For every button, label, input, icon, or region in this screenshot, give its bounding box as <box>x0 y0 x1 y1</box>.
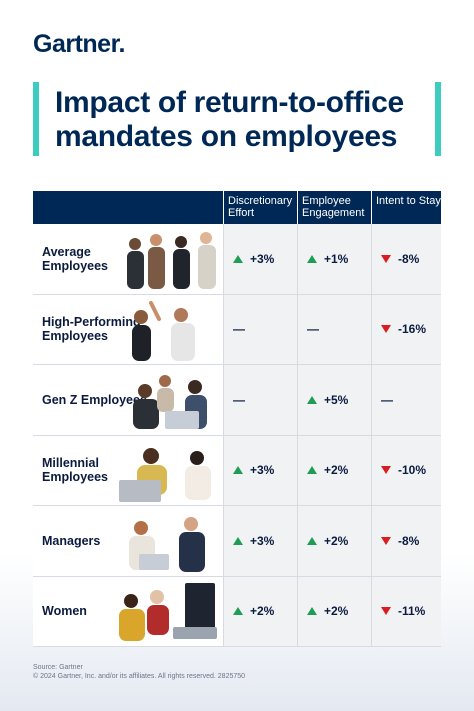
value-cell: — <box>223 294 297 364</box>
value-text: +3% <box>250 533 275 548</box>
arrow-up-icon <box>307 395 317 404</box>
row-label: High-Performing Employees <box>42 315 141 344</box>
value-text: +2% <box>250 604 275 619</box>
arrow-down-icon <box>381 466 391 475</box>
gartner-logo: Gartner. <box>33 30 125 59</box>
value-cell: — <box>371 365 441 435</box>
value-text: -16% <box>398 322 427 337</box>
results-table: Discretionary Effort Employee Engagement… <box>33 191 441 647</box>
value-cell: -16% <box>371 294 441 364</box>
value-text: -8% <box>398 533 420 548</box>
arrow-up-icon <box>233 607 243 616</box>
table-row: Average Employees +3% +1% -8% <box>33 224 441 295</box>
row-label: Average Employees <box>42 244 109 273</box>
column-header: Intent to Stay <box>371 191 441 224</box>
arrow-down-icon <box>381 254 391 263</box>
value-text: +1% <box>324 251 349 266</box>
value-cell: +3% <box>223 506 297 576</box>
group-photo-illustration <box>119 447 211 502</box>
row-label: Managers <box>42 533 101 548</box>
arrow-up-icon <box>233 536 243 545</box>
footer: Source: Gartner © 2024 Gartner, Inc. and… <box>33 663 245 681</box>
group-photo-illustration <box>132 300 195 361</box>
row-label: Millennial Employees <box>42 456 109 485</box>
value-text: — <box>233 392 245 407</box>
row-label: Women <box>42 604 87 619</box>
page-title: Impact of return-to-office mandates on e… <box>55 86 404 153</box>
logo-dot: . <box>118 30 125 58</box>
value-cell: +3% <box>223 435 297 505</box>
arrow-up-icon <box>233 466 243 475</box>
row-label-area: Millennial Employees <box>33 435 223 505</box>
source-note: Source: Gartner <box>33 664 83 671</box>
value-cell: +1% <box>297 224 371 294</box>
value-text: — <box>381 392 393 407</box>
value-text: +3% <box>250 463 275 478</box>
value-text: +5% <box>324 392 349 407</box>
value-cell: — <box>223 365 297 435</box>
value-text: -11% <box>398 604 426 619</box>
group-photo-illustration <box>127 232 216 289</box>
header-empty-cell <box>33 191 223 224</box>
copyright-note: © 2024 Gartner, Inc. and/or its affiliat… <box>33 673 246 680</box>
value-cell: +3% <box>223 224 297 294</box>
value-text: +2% <box>324 604 349 619</box>
value-cell: — <box>297 294 371 364</box>
title-box: Impact of return-to-office mandates on e… <box>33 82 441 156</box>
table-row: Millennial Employees +3% +2% -10% <box>33 435 441 506</box>
value-text: — <box>307 322 319 337</box>
arrow-up-icon <box>307 254 317 263</box>
value-text: +2% <box>324 463 349 478</box>
value-cell: +2% <box>297 435 371 505</box>
arrow-down-icon <box>381 325 391 334</box>
arrow-up-icon <box>307 607 317 616</box>
value-cell: +5% <box>297 365 371 435</box>
row-label-area: Managers <box>33 506 223 576</box>
group-photo-illustration <box>133 375 207 429</box>
table-row: High-Performing Employees — — -16% <box>33 294 441 365</box>
table-row: Women +2% +2% -11% <box>33 576 441 647</box>
value-text: +2% <box>324 533 349 548</box>
group-photo-illustration <box>129 517 205 572</box>
arrow-up-icon <box>233 254 243 263</box>
table-row: Gen Z Employees — +5% — <box>33 365 441 436</box>
column-header: Employee Engagement <box>297 191 371 224</box>
value-cell: +2% <box>297 506 371 576</box>
value-text: +3% <box>250 251 275 266</box>
row-label-area: Gen Z Employees <box>33 365 223 435</box>
arrow-down-icon <box>381 536 391 545</box>
arrow-up-icon <box>307 466 317 475</box>
row-label: Gen Z Employees <box>42 392 147 407</box>
value-text: -10% <box>398 463 427 478</box>
logo-text: Gartner <box>33 30 119 58</box>
value-cell: +2% <box>223 576 297 646</box>
value-cell: -8% <box>371 506 441 576</box>
arrow-down-icon <box>381 607 391 616</box>
value-cell: -11% <box>371 576 441 646</box>
group-photo-illustration <box>119 582 217 641</box>
value-cell: +2% <box>297 576 371 646</box>
value-cell: -10% <box>371 435 441 505</box>
row-label-area: Average Employees <box>33 224 223 294</box>
arrow-up-icon <box>307 536 317 545</box>
table-header: Discretionary Effort Employee Engagement… <box>33 191 441 224</box>
column-header: Discretionary Effort <box>223 191 297 224</box>
value-text: -8% <box>398 251 420 266</box>
row-label-area: High-Performing Employees <box>33 294 223 364</box>
row-label-area: Women <box>33 576 223 646</box>
value-cell: -8% <box>371 224 441 294</box>
value-text: — <box>233 322 245 337</box>
table-row: Managers +3% +2% -8% <box>33 506 441 577</box>
